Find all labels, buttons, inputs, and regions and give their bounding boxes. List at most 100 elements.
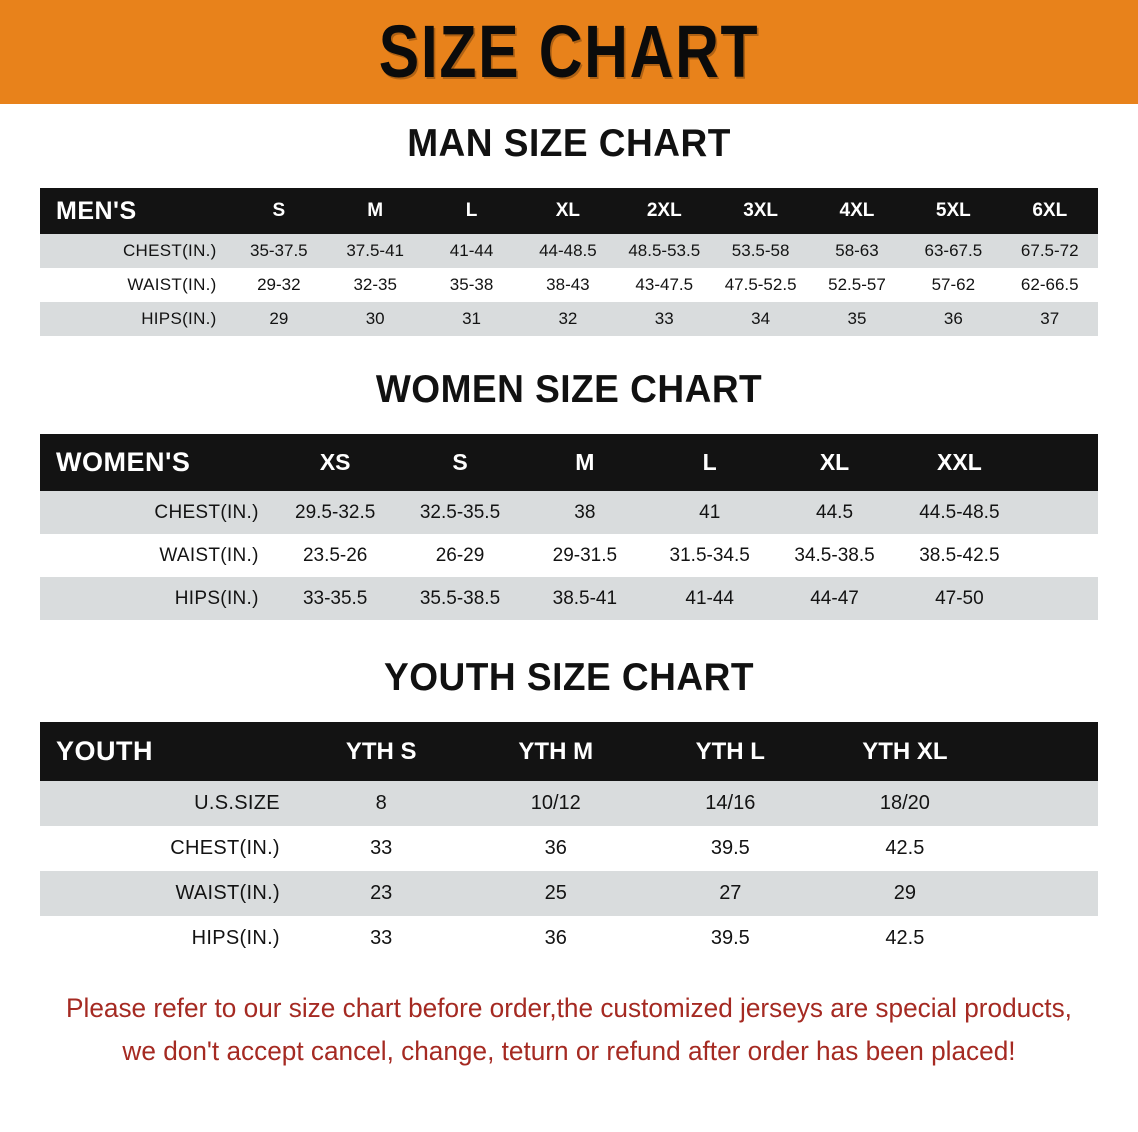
man-col-header: M <box>327 188 424 234</box>
table-row: WAIST(IN.) 23.5-26 26-29 29-31.5 31.5-34… <box>40 534 1098 577</box>
youth-size-table: YOUTH YTH S YTH M YTH L YTH XL U.S.SIZE … <box>40 722 1098 961</box>
man-col-header: 6XL <box>1001 188 1098 234</box>
man-size-table: MEN'S S M L XL 2XL 3XL 4XL 5XL 6XL CHEST… <box>40 188 1098 336</box>
man-col-header: 5XL <box>905 188 1002 234</box>
youth-cell: 10/12 <box>468 781 644 826</box>
youth-table-wrap: YOUTH YTH S YTH M YTH L YTH XL U.S.SIZE … <box>40 722 1098 961</box>
women-cell: 44.5 <box>772 491 897 534</box>
table-row: CHEST(IN.) 29.5-32.5 32.5-35.5 38 41 44.… <box>40 491 1098 534</box>
women-cell: 29-31.5 <box>522 534 648 577</box>
youth-cell: 14/16 <box>643 781 818 826</box>
youth-row-label: WAIST(IN.) <box>40 871 294 916</box>
youth-row-label: HIPS(IN.) <box>40 916 294 961</box>
women-col-header: M <box>522 434 648 491</box>
table-row: U.S.SIZE 8 10/12 14/16 18/20 <box>40 781 1098 826</box>
youth-cell-spacer <box>992 826 1098 871</box>
youth-col-header: YTH S <box>293 722 469 781</box>
man-cell: 37 <box>1001 302 1098 336</box>
man-row-label: CHEST(IN.) <box>40 234 231 268</box>
man-cell: 31 <box>423 302 520 336</box>
women-cell: 44-47 <box>772 577 897 620</box>
women-cell: 31.5-34.5 <box>647 534 773 577</box>
man-cell: 62-66.5 <box>1001 268 1098 302</box>
youth-cell: 39.5 <box>643 826 818 871</box>
man-col-header: 4XL <box>808 188 906 234</box>
women-cell: 44.5-48.5 <box>896 491 1022 534</box>
man-cell: 52.5-57 <box>808 268 906 302</box>
man-cell: 35-38 <box>423 268 520 302</box>
youth-cell: 42.5 <box>817 826 993 871</box>
women-cell: 41 <box>647 491 773 534</box>
table-row: CHEST(IN.) 35-37.5 37.5-41 41-44 44-48.5… <box>40 234 1098 268</box>
man-cell: 53.5-58 <box>712 234 809 268</box>
disclaimer-line-2: we don't accept cancel, change, teturn o… <box>122 1036 1016 1066</box>
women-size-table: WOMEN'S XS S M L XL XXL CHEST(IN.) 29.5-… <box>40 434 1098 620</box>
women-cell: 33-35.5 <box>272 577 398 620</box>
man-col-header: 3XL <box>712 188 809 234</box>
man-cell: 29 <box>230 302 327 336</box>
women-cell: 29.5-32.5 <box>272 491 398 534</box>
youth-cell: 27 <box>643 871 818 916</box>
man-cell: 47.5-52.5 <box>712 268 809 302</box>
man-cell: 33 <box>616 302 713 336</box>
women-cell: 38.5-41 <box>522 577 648 620</box>
women-cell-spacer <box>1021 491 1098 534</box>
women-cell-spacer <box>1021 577 1098 620</box>
man-col-header: L <box>423 188 520 234</box>
man-col-header: 2XL <box>616 188 713 234</box>
man-cell: 36 <box>905 302 1002 336</box>
table-row: WAIST(IN.) 23 25 27 29 <box>40 871 1098 916</box>
women-cell: 34.5-38.5 <box>772 534 897 577</box>
table-row: HIPS(IN.) 33-35.5 35.5-38.5 38.5-41 41-4… <box>40 577 1098 620</box>
disclaimer-line-1: Please refer to our size chart before or… <box>66 993 1072 1023</box>
man-table-wrap: MEN'S S M L XL 2XL 3XL 4XL 5XL 6XL CHEST… <box>40 188 1098 336</box>
man-cell: 43-47.5 <box>616 268 713 302</box>
table-row: HIPS(IN.) 33 36 39.5 42.5 <box>40 916 1098 961</box>
youth-cell: 33 <box>293 826 469 871</box>
women-row-label: WAIST(IN.) <box>40 534 273 577</box>
man-cell: 67.5-72 <box>1001 234 1098 268</box>
man-cell: 32-35 <box>327 268 424 302</box>
youth-col-header: YTH L <box>643 722 818 781</box>
women-cell: 38 <box>522 491 648 534</box>
youth-cell: 8 <box>293 781 469 826</box>
man-corner-label: MEN'S <box>40 188 231 234</box>
man-cell: 44-48.5 <box>519 234 617 268</box>
women-col-header: XS <box>272 434 398 491</box>
youth-cell: 33 <box>293 916 469 961</box>
youth-cell-spacer <box>992 916 1098 961</box>
youth-cell: 36 <box>468 916 644 961</box>
man-cell: 29-32 <box>230 268 327 302</box>
women-col-header-spacer <box>1021 434 1098 491</box>
youth-row-label: U.S.SIZE <box>40 781 294 826</box>
youth-cell-spacer <box>992 781 1098 826</box>
man-section-title: MAN SIZE CHART <box>407 122 731 165</box>
banner: SIZE CHART <box>0 0 1138 104</box>
man-cell: 38-43 <box>519 268 617 302</box>
man-cell: 35-37.5 <box>230 234 327 268</box>
man-cell: 48.5-53.5 <box>616 234 713 268</box>
man-cell: 32 <box>519 302 617 336</box>
man-row-label: WAIST(IN.) <box>40 268 231 302</box>
women-table-wrap: WOMEN'S XS S M L XL XXL CHEST(IN.) 29.5-… <box>40 434 1098 620</box>
women-cell: 23.5-26 <box>272 534 398 577</box>
youth-cell: 39.5 <box>643 916 818 961</box>
youth-cell: 25 <box>468 871 644 916</box>
table-row: WAIST(IN.) 29-32 32-35 35-38 38-43 43-47… <box>40 268 1098 302</box>
youth-cell: 18/20 <box>817 781 993 826</box>
women-section-title: WOMEN SIZE CHART <box>375 368 763 411</box>
women-cell: 35.5-38.5 <box>397 577 523 620</box>
man-row-label: HIPS(IN.) <box>40 302 231 336</box>
youth-cell: 29 <box>817 871 993 916</box>
table-header-row: WOMEN'S XS S M L XL XXL <box>40 434 1098 491</box>
women-col-header: L <box>647 434 773 491</box>
women-col-header: XL <box>772 434 897 491</box>
women-corner-label: WOMEN'S <box>40 434 273 491</box>
women-cell: 38.5-42.5 <box>896 534 1022 577</box>
table-header-row: MEN'S S M L XL 2XL 3XL 4XL 5XL 6XL <box>40 188 1098 234</box>
youth-row-label: CHEST(IN.) <box>40 826 294 871</box>
table-row: HIPS(IN.) 29 30 31 32 33 34 35 36 37 <box>40 302 1098 336</box>
man-cell: 57-62 <box>905 268 1002 302</box>
man-col-header: S <box>230 188 327 234</box>
youth-section-title: YOUTH SIZE CHART <box>384 656 754 699</box>
